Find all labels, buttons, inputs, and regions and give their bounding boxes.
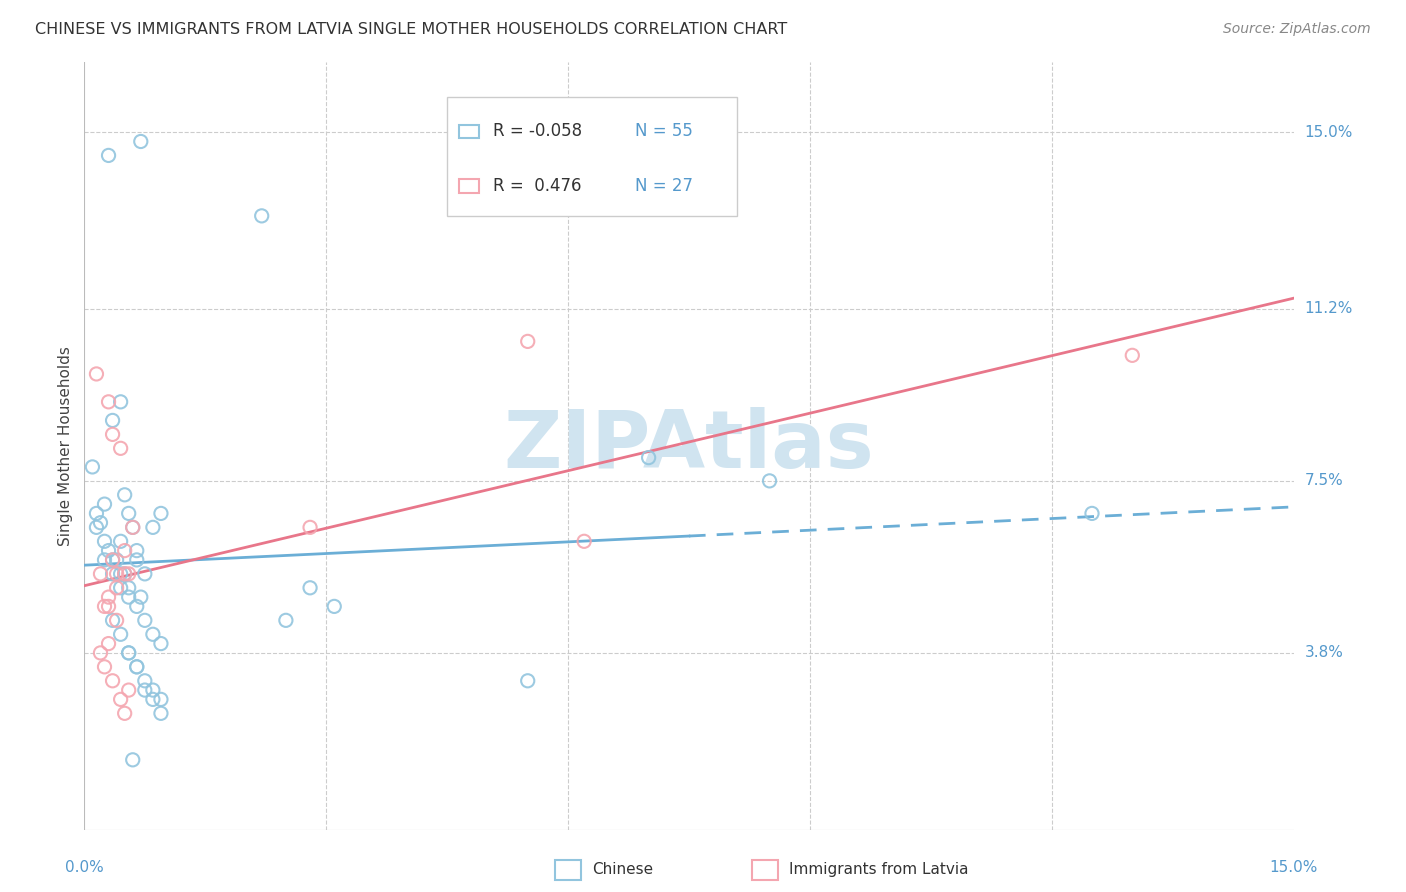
Text: 11.2%: 11.2% bbox=[1305, 301, 1353, 317]
Point bbox=[149, 507, 172, 521]
Point bbox=[89, 646, 111, 660]
Point bbox=[114, 566, 136, 581]
Point bbox=[118, 581, 141, 595]
Point bbox=[299, 581, 322, 595]
Point bbox=[149, 692, 172, 706]
Point bbox=[134, 566, 156, 581]
Text: 7.5%: 7.5% bbox=[1305, 474, 1343, 488]
Y-axis label: Single Mother Households: Single Mother Households bbox=[58, 346, 73, 546]
Point bbox=[118, 566, 141, 581]
Point bbox=[110, 394, 132, 409]
Point bbox=[134, 683, 156, 698]
Text: CHINESE VS IMMIGRANTS FROM LATVIA SINGLE MOTHER HOUSEHOLDS CORRELATION CHART: CHINESE VS IMMIGRANTS FROM LATVIA SINGLE… bbox=[35, 22, 787, 37]
Point bbox=[97, 394, 120, 409]
Point bbox=[1121, 348, 1143, 362]
Text: Chinese: Chinese bbox=[592, 863, 652, 877]
Point bbox=[93, 599, 115, 614]
Point bbox=[110, 566, 132, 581]
Text: R =  0.476: R = 0.476 bbox=[494, 178, 582, 195]
Point bbox=[129, 135, 152, 149]
Text: N = 55: N = 55 bbox=[634, 122, 692, 140]
Point bbox=[110, 534, 132, 549]
Point bbox=[101, 427, 124, 442]
Point bbox=[93, 534, 115, 549]
Point bbox=[105, 553, 128, 567]
Point bbox=[101, 413, 124, 427]
Point bbox=[114, 706, 136, 721]
Text: 0.0%: 0.0% bbox=[65, 860, 104, 875]
Point bbox=[129, 590, 152, 604]
Point bbox=[758, 474, 780, 488]
Point bbox=[118, 646, 141, 660]
Point bbox=[516, 334, 538, 349]
Point bbox=[516, 673, 538, 688]
Point bbox=[105, 613, 128, 627]
Point bbox=[121, 520, 143, 534]
Point bbox=[118, 507, 141, 521]
Point bbox=[142, 520, 165, 534]
Point bbox=[125, 660, 148, 674]
Point bbox=[125, 553, 148, 567]
Point bbox=[110, 692, 132, 706]
Point bbox=[110, 581, 132, 595]
Point bbox=[86, 520, 108, 534]
Point bbox=[93, 497, 115, 511]
Point bbox=[101, 613, 124, 627]
Point bbox=[125, 660, 148, 674]
Point bbox=[114, 543, 136, 558]
Point bbox=[93, 660, 115, 674]
Text: 3.8%: 3.8% bbox=[1305, 646, 1344, 660]
Point bbox=[274, 613, 297, 627]
Text: Source: ZipAtlas.com: Source: ZipAtlas.com bbox=[1223, 22, 1371, 37]
Point bbox=[118, 590, 141, 604]
Point bbox=[250, 209, 273, 223]
Point bbox=[142, 683, 165, 698]
Text: R = -0.058: R = -0.058 bbox=[494, 122, 582, 140]
Point bbox=[89, 516, 111, 530]
Point bbox=[125, 599, 148, 614]
Point bbox=[97, 599, 120, 614]
Point bbox=[82, 459, 104, 474]
Point bbox=[149, 706, 172, 721]
Point bbox=[323, 599, 346, 614]
Point bbox=[118, 683, 141, 698]
Point bbox=[149, 637, 172, 651]
Text: 15.0%: 15.0% bbox=[1270, 860, 1317, 875]
Point bbox=[1081, 507, 1104, 521]
Point bbox=[114, 488, 136, 502]
Point bbox=[89, 566, 111, 581]
Point bbox=[121, 520, 143, 534]
Point bbox=[97, 543, 120, 558]
Point bbox=[93, 553, 115, 567]
Point bbox=[101, 553, 124, 567]
Point bbox=[118, 646, 141, 660]
Text: Immigrants from Latvia: Immigrants from Latvia bbox=[789, 863, 969, 877]
Point bbox=[114, 566, 136, 581]
Point bbox=[134, 673, 156, 688]
Point bbox=[97, 148, 120, 162]
Text: ZIPAtlas: ZIPAtlas bbox=[503, 407, 875, 485]
Text: N = 27: N = 27 bbox=[634, 178, 693, 195]
Text: 15.0%: 15.0% bbox=[1305, 125, 1353, 140]
Point bbox=[97, 590, 120, 604]
Point bbox=[101, 673, 124, 688]
Point bbox=[134, 613, 156, 627]
Point bbox=[110, 442, 132, 456]
Point bbox=[299, 520, 322, 534]
Point bbox=[121, 753, 143, 767]
Point bbox=[97, 637, 120, 651]
Point bbox=[101, 553, 124, 567]
Point bbox=[86, 507, 108, 521]
Point bbox=[110, 627, 132, 641]
Point bbox=[142, 692, 165, 706]
Point bbox=[637, 450, 659, 465]
FancyBboxPatch shape bbox=[447, 97, 737, 216]
Point bbox=[572, 534, 595, 549]
Point bbox=[125, 543, 148, 558]
Point bbox=[105, 566, 128, 581]
Point bbox=[86, 367, 108, 381]
Point bbox=[142, 627, 165, 641]
Point bbox=[105, 581, 128, 595]
Point bbox=[101, 566, 124, 581]
